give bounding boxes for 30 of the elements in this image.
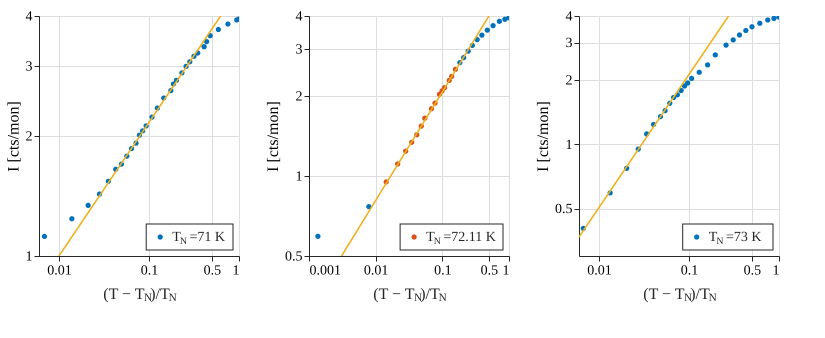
y-tick-label: 1	[26, 250, 32, 264]
x-tick-label: 1	[772, 264, 780, 278]
x-tick-label: 0.01	[364, 264, 388, 278]
x-tick-label: 0.01	[587, 264, 612, 278]
x-tick-label: 0.1	[434, 264, 452, 278]
y-tick-label: 0.5	[285, 250, 302, 264]
x-tick-label: 0.5	[204, 264, 222, 278]
y-tick-label: 2	[296, 90, 302, 104]
y-tick-label: 2	[566, 74, 572, 89]
y-tick-label: 3	[566, 36, 572, 52]
x-tick-label: 0.01	[47, 264, 72, 278]
y-tick-label: 4	[566, 10, 572, 24]
y-tick-label: 0.5	[555, 202, 572, 218]
y-axis-title: I [cts/mon]	[265, 101, 282, 172]
y-tick-label: 3	[296, 42, 302, 58]
y-tick-label: 2	[26, 130, 32, 144]
y-tick-label: 1	[296, 170, 302, 184]
y-axis-title: I [cts/mon]	[535, 101, 552, 172]
y-tick-label: 4	[26, 10, 32, 24]
x-tick-label: 1	[502, 264, 510, 278]
x-tick-label: 0.1	[680, 264, 698, 278]
x-tick-label: 0.001	[310, 264, 341, 278]
y-tick-label: 1	[566, 138, 572, 153]
x-tick-label: 0.1	[140, 264, 158, 278]
x-tick-label: 1	[232, 264, 240, 278]
y-axis-title: I [cts/mon]	[6, 101, 22, 172]
x-tick-label: 0.5	[744, 264, 762, 278]
y-tick-label: 3	[26, 59, 32, 74]
x-tick-label: 0.5	[480, 264, 498, 278]
y-tick-label: 4	[296, 10, 302, 24]
